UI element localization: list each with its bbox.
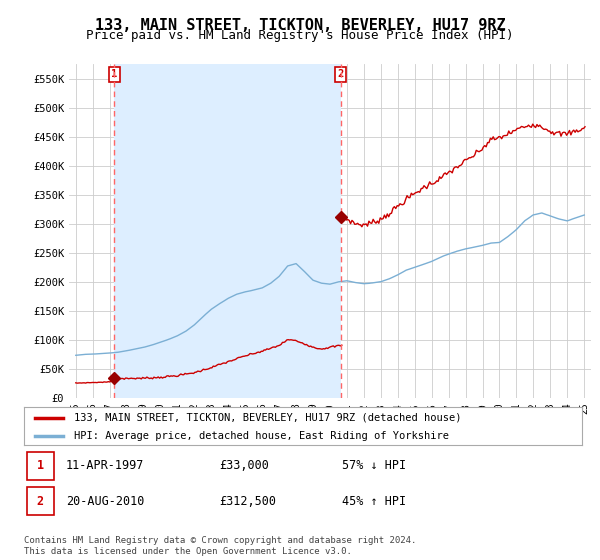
Bar	[27, 487, 53, 515]
Text: 57% ↓ HPI: 57% ↓ HPI	[342, 459, 406, 473]
Text: 133, MAIN STREET, TICKTON, BEVERLEY, HU17 9RZ: 133, MAIN STREET, TICKTON, BEVERLEY, HU1…	[95, 18, 505, 33]
Text: 1: 1	[111, 69, 118, 80]
Text: £33,000: £33,000	[220, 459, 269, 473]
Text: 11-APR-1997: 11-APR-1997	[66, 459, 144, 473]
Text: 2: 2	[37, 495, 44, 508]
Text: 20-AUG-2010: 20-AUG-2010	[66, 495, 144, 508]
Text: 2: 2	[338, 69, 344, 80]
Text: Price paid vs. HM Land Registry's House Price Index (HPI): Price paid vs. HM Land Registry's House …	[86, 29, 514, 42]
Text: 133, MAIN STREET, TICKTON, BEVERLEY, HU17 9RZ (detached house): 133, MAIN STREET, TICKTON, BEVERLEY, HU1…	[74, 413, 462, 423]
Bar	[27, 452, 53, 480]
Text: Contains HM Land Registry data © Crown copyright and database right 2024.
This d: Contains HM Land Registry data © Crown c…	[24, 536, 416, 556]
Text: 1: 1	[37, 459, 44, 473]
Text: £312,500: £312,500	[220, 495, 276, 508]
Text: HPI: Average price, detached house, East Riding of Yorkshire: HPI: Average price, detached house, East…	[74, 431, 449, 441]
Bar	[115, 64, 341, 398]
Text: 45% ↑ HPI: 45% ↑ HPI	[342, 495, 406, 508]
